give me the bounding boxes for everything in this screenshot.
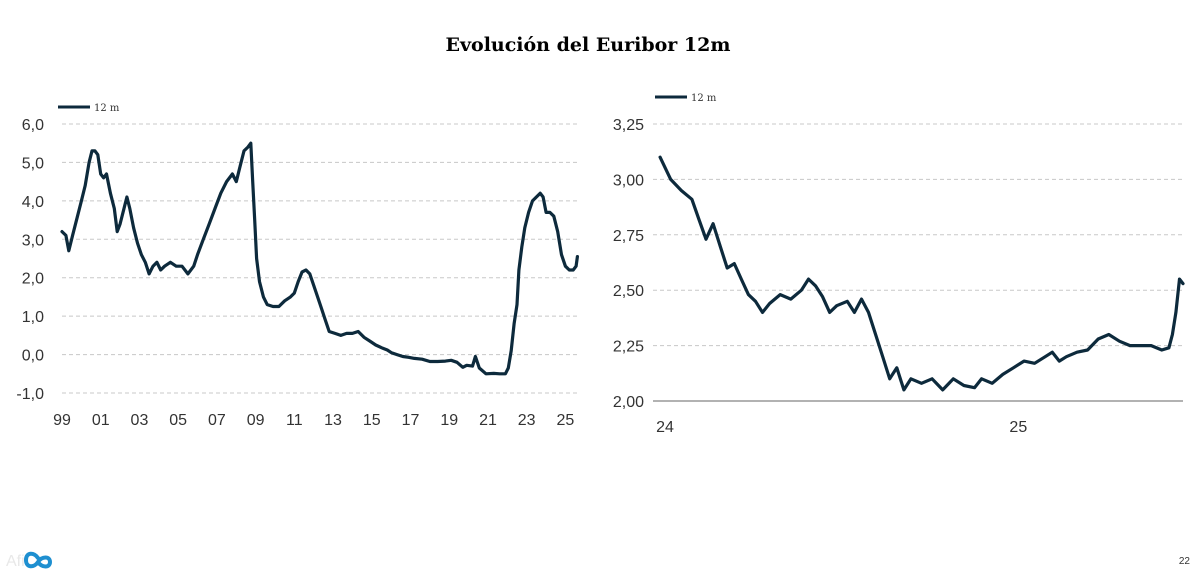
legend-label: 12 m [691, 93, 717, 104]
chart-title: Evolución del Euribor 12m [445, 34, 731, 56]
brand-logo-text: Afi [6, 553, 25, 570]
x-tick-label: 03 [131, 412, 149, 429]
y-tick-label: 0,0 [22, 348, 44, 365]
y-tick-label: 2,50 [613, 283, 644, 300]
x-tick-label: 24 [656, 419, 674, 436]
y-tick-label: 2,0 [22, 271, 44, 288]
series-line-12m [60, 141, 579, 376]
x-tick-label: 19 [440, 412, 458, 429]
y-tick-label: -1,0 [16, 386, 44, 403]
y-tick-label: 2,25 [613, 339, 644, 356]
series-line-12m [658, 155, 1185, 392]
x-tick-label: 17 [402, 412, 420, 429]
x-tick-label: 05 [169, 412, 187, 429]
legend-label: 12 m [94, 103, 120, 114]
y-tick-label: 4,0 [22, 194, 44, 211]
x-tick-label: 11 [286, 412, 303, 429]
x-tick-label: 15 [363, 412, 381, 429]
x-tick-label: 13 [324, 412, 342, 429]
y-tick-label: 2,00 [613, 394, 644, 411]
y-tick-label: 6,0 [22, 117, 44, 134]
y-tick-label: 3,25 [613, 117, 644, 134]
x-tick-label: 25 [1009, 419, 1027, 436]
y-tick-label: 5,0 [22, 155, 44, 172]
x-tick-label: 23 [518, 412, 536, 429]
y-tick-label: 3,00 [613, 172, 644, 189]
x-tick-label: 01 [92, 412, 110, 429]
page-number: 22 [1178, 556, 1190, 567]
x-tick-label: 25 [557, 412, 575, 429]
brand-logo-icon [23, 551, 53, 569]
y-tick-label: 1,0 [22, 309, 44, 326]
x-tick-label: 21 [479, 412, 497, 429]
x-tick-label: 09 [247, 412, 265, 429]
x-tick-label: 07 [208, 412, 226, 429]
y-tick-label: 3,0 [22, 232, 44, 249]
y-tick-label: 2,75 [613, 228, 644, 245]
x-tick-label: 99 [53, 412, 71, 429]
